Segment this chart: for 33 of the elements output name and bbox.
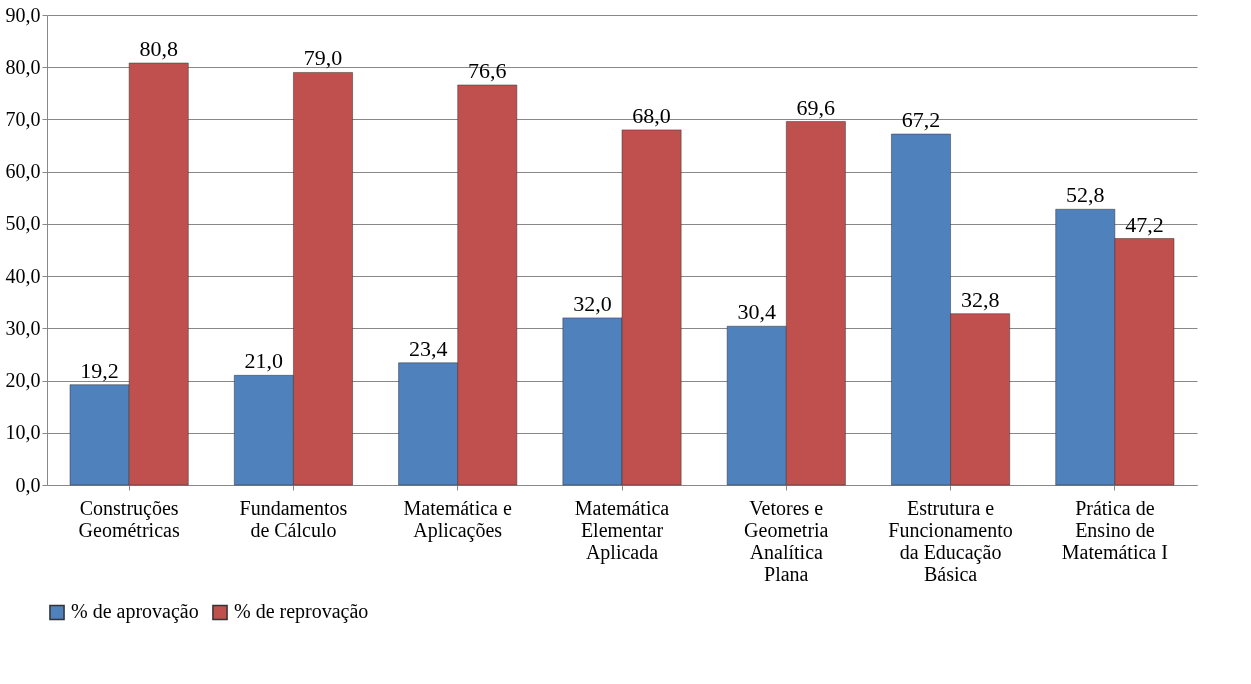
y-tick-label: 40,0 <box>5 264 41 287</box>
y-tick-label: 70,0 <box>5 107 41 130</box>
data-label: 79,0 <box>303 45 343 71</box>
data-label: 19,2 <box>80 357 119 383</box>
data-label: 52,8 <box>1066 182 1105 208</box>
y-tick-label: 30,0 <box>5 316 41 339</box>
y-tick-label: 80,0 <box>5 55 41 78</box>
data-label: 80,8 <box>139 36 178 62</box>
data-label: 32,8 <box>960 286 1000 312</box>
data-label: 69,6 <box>796 94 836 120</box>
x-tick-label: Construções Geométricas <box>78 496 180 541</box>
data-label: 76,6 <box>468 57 507 83</box>
y-tick-label: 0,0 <box>15 473 41 496</box>
x-tick-label: Fundamentos de Cálculo <box>239 496 348 541</box>
x-tick-label: Vetores e Geometria Analítica Plana <box>744 496 829 585</box>
data-label: 21,0 <box>244 348 284 374</box>
x-tick-label: Prática de Ensino de Matemática I <box>1061 496 1168 563</box>
y-tick-label: 90,0 <box>5 3 41 26</box>
legend-label: % de reprovação <box>234 600 369 624</box>
data-label: 68,0 <box>632 102 671 128</box>
data-label: 47,2 <box>1125 211 1164 237</box>
x-tick-label: Matemática Elementar Aplicada <box>574 496 670 564</box>
data-label: 67,2 <box>901 107 941 133</box>
y-tick-label: 10,0 <box>5 421 41 444</box>
x-tick-label: Matemática e Aplicações <box>403 496 512 542</box>
x-tick-label: Estrutura e Funcionamento da Educação Básica <box>888 496 1013 585</box>
y-tick-label: 50,0 <box>5 212 41 235</box>
data-label: 30,4 <box>737 299 776 325</box>
legend-label: % de aprovação <box>71 600 199 624</box>
data-label: 23,4 <box>408 335 448 361</box>
y-tick-label: 20,0 <box>5 369 41 392</box>
data-label: 32,0 <box>573 290 612 316</box>
y-tick-label: 60,0 <box>5 160 41 183</box>
